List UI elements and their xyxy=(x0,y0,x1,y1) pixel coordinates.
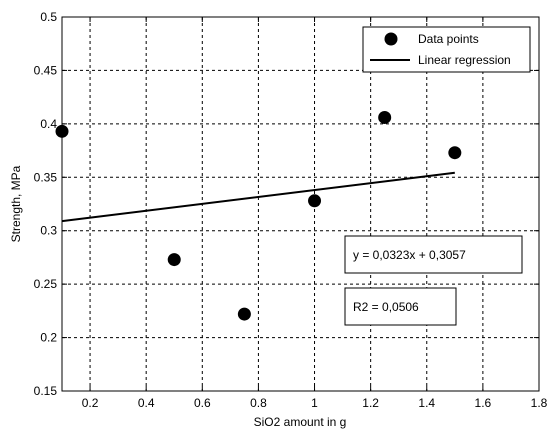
x-axis-ticks: 0.2 0.4 0.6 0.8 1 1.2 1.4 1.6 1.8 xyxy=(82,17,548,410)
x-tick-label: 1 xyxy=(311,396,318,410)
data-point xyxy=(237,307,251,321)
x-tick-label: 0.6 xyxy=(194,396,211,410)
legend-label-linear-regression: Linear regression xyxy=(418,53,511,67)
regression-line xyxy=(61,171,455,223)
y-tick-label: 0.45 xyxy=(34,63,58,77)
x-tick-label: 0.4 xyxy=(138,396,155,410)
data-point xyxy=(448,146,462,160)
equation-text: y = 0,0323x + 0,3057 xyxy=(353,248,466,262)
r2-text: R2 = 0,0506 xyxy=(353,300,419,314)
y-tick-label: 0.5 xyxy=(40,10,57,24)
equation-annotation: y = 0,0323x + 0,3057 xyxy=(344,235,523,274)
x-tick-label: 1.6 xyxy=(475,396,492,410)
x-tick-label: 1.2 xyxy=(362,396,379,410)
plot-area xyxy=(62,17,539,391)
y-tick-label: 0.35 xyxy=(34,170,58,184)
legend-label-data-points: Data points xyxy=(418,32,479,46)
x-axis-label: SiO2 amount in g xyxy=(254,415,347,429)
data-point xyxy=(378,110,392,124)
regression-line-group xyxy=(61,171,455,223)
data-point xyxy=(167,253,181,267)
y-axis-label: Strength, MPa xyxy=(9,165,23,242)
y-tick-label: 0.25 xyxy=(34,277,58,291)
x-tick-label: 0.8 xyxy=(250,396,267,410)
x-tick-label: 1.4 xyxy=(418,396,435,410)
data-points-group xyxy=(55,110,462,321)
y-tick-label: 0.15 xyxy=(34,384,58,398)
y-tick-label: 0.2 xyxy=(40,331,57,345)
r2-box xyxy=(344,287,457,326)
plot-border xyxy=(61,16,540,392)
r2-annotation: R2 = 0,0506 xyxy=(344,287,457,326)
legend-marker-data-points xyxy=(384,32,398,46)
x-tick-label: 1.8 xyxy=(531,396,548,410)
y-tick-label: 0.3 xyxy=(40,224,57,238)
y-tick-label: 0.4 xyxy=(40,117,57,131)
y-axis-ticks: 0.15 0.2 0.25 0.3 0.35 0.4 0.45 0.5 xyxy=(34,10,539,398)
equation-box xyxy=(344,235,523,274)
data-point xyxy=(308,194,322,208)
x-tick-label: 0.2 xyxy=(82,396,99,410)
legend: Data points Linear regression xyxy=(362,26,531,73)
